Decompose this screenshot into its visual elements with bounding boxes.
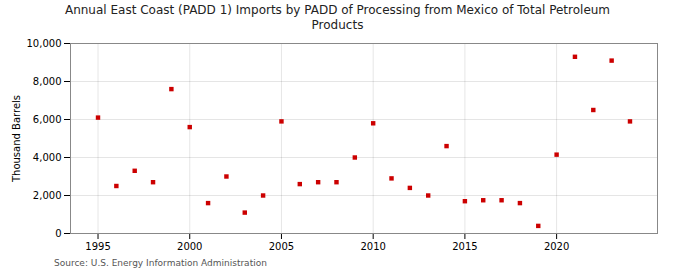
- svg-text:4,000: 4,000: [33, 152, 62, 163]
- html-text:Annual East Coast (PADD 1) Imp: Annual East Coast (PADD 1) Imports by PA…: [64, 3, 611, 32]
- svg-text:2010: 2010: [360, 241, 385, 252]
- svg-text:6,000: 6,000: [33, 114, 62, 125]
- svg-text:2020: 2020: [544, 241, 569, 252]
- svg-text:2015: 2015: [452, 241, 477, 252]
- svg-text:2005: 2005: [269, 241, 294, 252]
- svg-text:10,000: 10,000: [27, 38, 62, 49]
- svg-text:Thousand Barrels: Thousand Barrels: [11, 95, 22, 183]
- svg-text:2000: 2000: [177, 241, 202, 252]
- svg-text:2,000: 2,000: [33, 190, 62, 201]
- svg-text:0: 0: [55, 228, 61, 239]
- html-text:Source: U.S. Energy Informatio: Source: U.S. Energy Information Administ…: [54, 258, 267, 268]
- svg-text:1995: 1995: [85, 241, 110, 252]
- svg-text:8,000: 8,000: [33, 76, 62, 87]
